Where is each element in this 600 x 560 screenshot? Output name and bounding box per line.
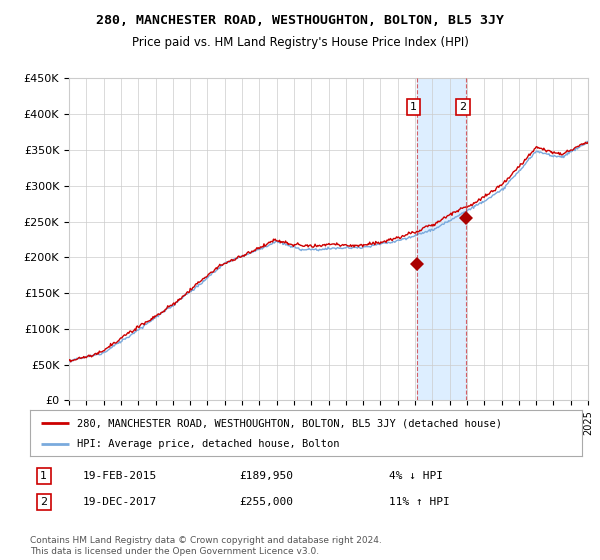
Text: 19-FEB-2015: 19-FEB-2015 [82, 471, 157, 481]
Text: £189,950: £189,950 [240, 471, 294, 481]
Text: 280, MANCHESTER ROAD, WESTHOUGHTON, BOLTON, BL5 3JY (detached house): 280, MANCHESTER ROAD, WESTHOUGHTON, BOLT… [77, 418, 502, 428]
Text: £255,000: £255,000 [240, 497, 294, 507]
Text: 280, MANCHESTER ROAD, WESTHOUGHTON, BOLTON, BL5 3JY: 280, MANCHESTER ROAD, WESTHOUGHTON, BOLT… [96, 14, 504, 27]
Text: 19-DEC-2017: 19-DEC-2017 [82, 497, 157, 507]
Text: 2: 2 [459, 102, 466, 112]
Text: 1: 1 [40, 471, 47, 481]
Bar [417, 78, 466, 400]
Text: Price paid vs. HM Land Registry's House Price Index (HPI): Price paid vs. HM Land Registry's House … [131, 36, 469, 49]
Text: Contains HM Land Registry data © Crown copyright and database right 2024.
This d: Contains HM Land Registry data © Crown c… [30, 536, 382, 556]
Text: 11% ↑ HPI: 11% ↑ HPI [389, 497, 449, 507]
Text: 4% ↓ HPI: 4% ↓ HPI [389, 471, 443, 481]
Text: 1: 1 [410, 102, 417, 112]
Text: HPI: Average price, detached house, Bolton: HPI: Average price, detached house, Bolt… [77, 440, 340, 450]
Text: 2: 2 [40, 497, 47, 507]
